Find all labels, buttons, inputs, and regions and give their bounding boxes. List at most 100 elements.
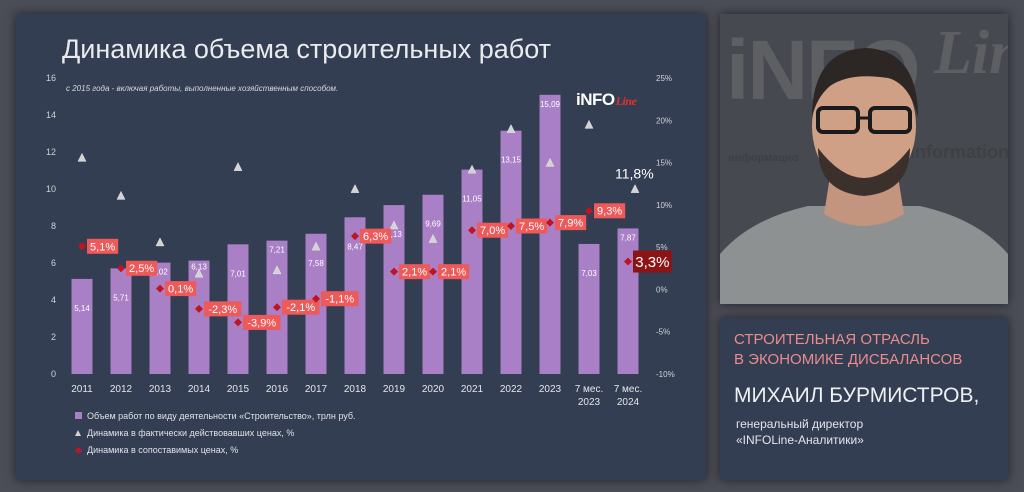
bar [422,194,444,374]
diamond-marker [78,242,86,251]
diamond-value-label: 2,1% [402,267,427,279]
x-tick-label: 2011 [71,384,93,395]
bar-value-label: 9,13 [386,230,402,239]
y-right-tick-label: 0% [656,285,668,294]
diamond-value-label: 6,3% [363,231,388,243]
person-silhouette [720,48,1008,304]
data-label-box [633,250,672,273]
data-label-box [126,260,158,276]
bar [539,94,561,375]
photo-bg-word: information [910,142,1008,162]
diamond-marker [351,232,359,241]
x-tick-label: 2018 [344,384,367,395]
legend-label: Динамика в сопоставимых ценах, % [87,445,239,455]
person-name: МИХАИЛ БУРМИСТРОВ, [734,384,980,407]
x-tick-label: 2023 [539,384,562,395]
bar-value-label: 9,69 [425,220,441,229]
diamond-marker [429,267,437,276]
bar [578,243,600,374]
diamond-value-label: -1,1% [325,294,354,306]
y-right-tick-label: 25% [656,74,672,83]
bar-value-label: 13,15 [501,156,522,165]
triangle-marker [467,164,477,174]
y-left-tick-label: 0 [51,369,56,379]
square-icon [74,408,82,425]
triangle-marker [350,184,360,193]
speaker-info-panel: СТРОИТЕЛЬНАЯ ОТРАСЛЬ В ЭКОНОМИКЕ ДИСБАЛА… [720,318,1008,480]
logo-main: iNFO [576,90,615,109]
data-label-box [399,264,431,280]
y-left-tick-label: 10 [46,184,56,194]
diamond-marker [312,294,320,303]
x-tick-label: 2015 [227,384,250,395]
bar [461,169,483,374]
person-role-line: «INFOLine-Аналитики» [736,433,864,447]
bar [500,130,522,374]
diamond-value-label: -3,9% [247,317,276,329]
data-label-box [243,314,281,330]
triangle-marker [311,241,321,251]
diamond-marker [507,222,515,230]
y-right-tick-label: 10% [656,201,672,210]
data-label-box [165,281,197,297]
data-label-box [555,215,587,231]
bar-value-label: 11,05 [462,195,482,204]
triangle-marker [77,152,87,162]
bar-value-label: 5,14 [74,304,90,313]
diamond-marker [624,257,632,266]
data-label-box [204,301,242,317]
diamond-marker [234,318,242,327]
diamond-marker [390,267,398,276]
x-tick-label: 2019 [383,384,406,395]
triangle-marker [233,162,243,171]
diamond-value-label: 3,3% [635,254,669,271]
diamond-value-label: 7,5% [519,221,544,233]
legend-label: Динамика в фактически действовавших цена… [87,428,295,438]
photo-bg-word: Lin [934,19,1008,87]
diamond-value-label: 5,1% [90,241,115,253]
y-right-tick-label: 15% [656,159,672,168]
diamond-value-label: 7,9% [558,218,583,230]
x-tick-label: 2024 [617,397,640,408]
diamond-value-label: 0,1% [168,284,193,296]
diamond-marker [585,206,593,215]
bar [71,278,93,374]
diamond-marker [156,284,164,293]
y-left-tick-label: 16 [46,73,56,83]
triangle-value-label: 11,8% [615,166,654,182]
chart-legend: Объем работ по виду деятельности «Строит… [74,408,355,459]
x-tick-label: 2013 [149,384,172,395]
bar-value-label: 7,58 [308,259,324,268]
info-heading-line: СТРОИТЕЛЬНАЯ ОТРАСЛЬ [734,331,930,348]
diamond-icon [74,442,82,459]
chart-canvas: 0 2 4 6 8 10 12 14 16 -10% -5% 0% 5% 10% 15% 20% 25% 5,14… [46,73,675,408]
data-label-box [321,291,359,307]
bar-value-label: 6,13 [191,263,207,272]
legend-item-real: Динамика в сопоставимых ценах, % [74,442,355,459]
x-tick-label: 2014 [188,384,211,395]
triangle-marker [389,220,399,230]
triangle-marker [584,119,594,129]
chart-subtitle: с 2015 года - включая работы, выполненны… [66,84,339,93]
triangle-marker [116,190,126,200]
y-left-tick-label: 14 [46,110,56,120]
chart-panel: 0 2 4 6 8 10 12 14 16 -10% -5% 0% 5% 10% 15% 20% 25% 5,14… [16,14,706,480]
logo-line: Line [615,94,637,108]
bar-value-label: 7,87 [620,233,636,242]
triangle-icon [74,425,82,442]
bar [383,205,405,374]
photo-bg-word: информацио [728,152,799,164]
triangle-marker [506,124,516,133]
bar [110,268,132,374]
x-tick-label: 2012 [110,384,133,395]
info-heading-line: В ЭКОНОМИКЕ ДИСБАЛАНСОВ [734,351,963,368]
bar-value-label: 6,02 [152,268,168,277]
bar-value-label: 15,09 [540,100,561,109]
y-left-tick-label: 8 [51,221,56,231]
bar [188,260,210,374]
bar [149,262,171,374]
diamond-value-label: -2,3% [208,304,237,316]
person-role: генеральный директор «INFOLine-Аналитики… [736,416,864,448]
y-left-tick-label: 2 [51,332,56,342]
infoline-logo: iNFOLine [576,90,637,110]
